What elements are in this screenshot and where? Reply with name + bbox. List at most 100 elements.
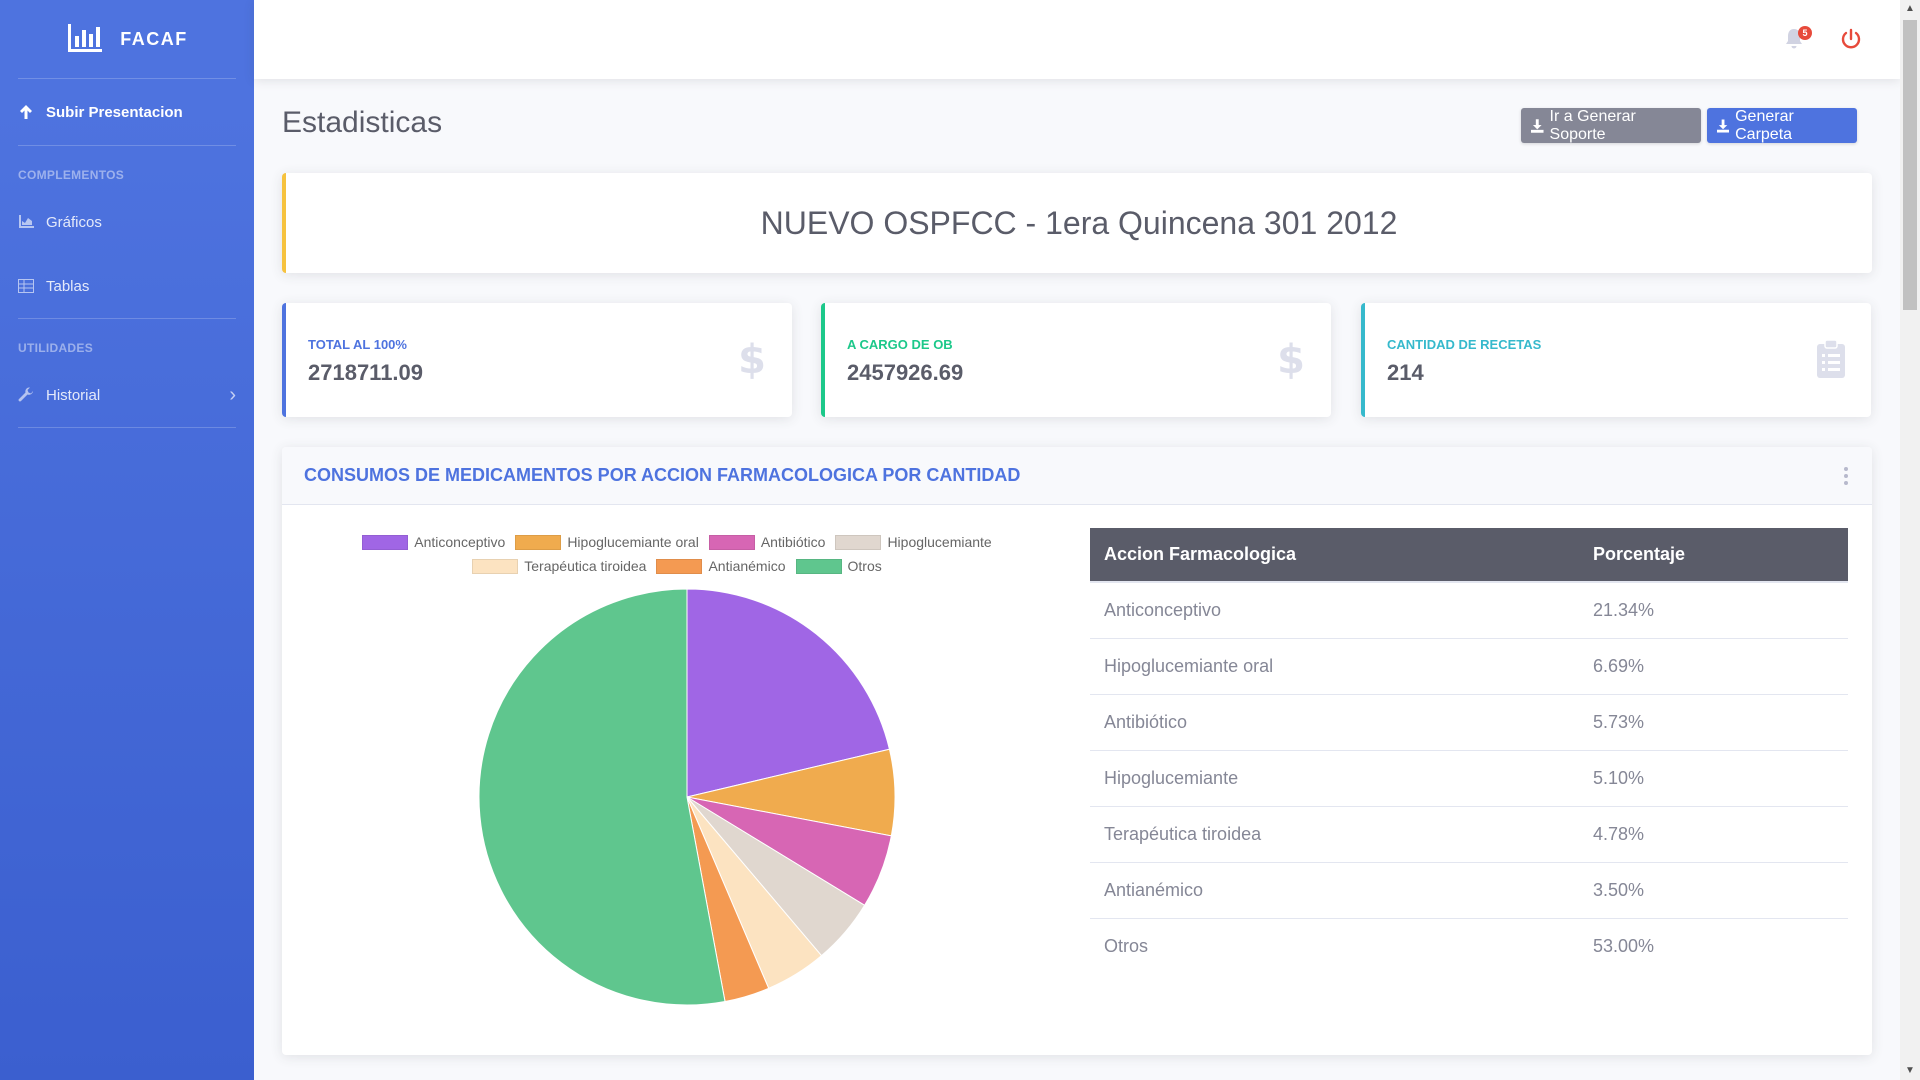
legend-label: Hipoglucemiante xyxy=(887,534,992,550)
scroll-thumb[interactable] xyxy=(1903,20,1917,310)
table-header-accion: Accion Farmacologica xyxy=(1090,528,1579,583)
legend-item[interactable]: Otros xyxy=(795,557,882,575)
legend-label: Anticonceptivo xyxy=(414,534,506,550)
table-row: Hipoglucemiante oral 6.69% xyxy=(1090,638,1848,695)
dollar-icon: $ xyxy=(738,339,766,379)
sidebar-heading-complementos: COMPLEMENTOS xyxy=(18,168,125,182)
table-cell: Terapéutica tiroidea xyxy=(1090,806,1579,863)
page-scrollbar[interactable]: ▲ ▼ xyxy=(1900,0,1920,1080)
sidebar-item-graficos[interactable]: Gráficos xyxy=(0,190,254,254)
presentation-title: NUEVO OSPFCC - 1era Quincena 301 2012 xyxy=(760,204,1398,241)
table-cell: Otros xyxy=(1104,935,1149,956)
table-row: Antianémico 3.50% xyxy=(1090,862,1848,919)
sidebar-item-label: Tablas xyxy=(46,277,90,295)
table-row: Terapéutica tiroidea 4.78% xyxy=(1090,806,1848,863)
sidebar: FACAF Subir Presentacion COMPLEMENTOS Gr… xyxy=(0,0,254,1080)
legend-swatch xyxy=(656,558,703,574)
stat-label: TOTAL AL 100% xyxy=(308,337,407,352)
table-cell: Antianémico xyxy=(1090,862,1579,919)
table-cell: 3.50% xyxy=(1579,862,1848,919)
legend-label: Otros xyxy=(847,558,882,574)
stat-label: CANTIDAD DE RECETAS xyxy=(1387,337,1542,352)
svg-text:$: $ xyxy=(1277,339,1305,379)
chart-card-header: CONSUMOS DE MEDICAMENTOS POR ACCION FARM… xyxy=(282,447,1872,505)
pie-slice[interactable] xyxy=(686,588,891,798)
sidebar-item-historial[interactable]: Historial › xyxy=(0,363,254,427)
legend-item[interactable]: Hipoglucemiante xyxy=(835,533,992,551)
chevron-right-icon: › xyxy=(229,383,236,406)
table-cell: Hipoglucemiante xyxy=(1090,750,1579,807)
legend-swatch xyxy=(795,558,842,574)
area-chart-icon xyxy=(18,214,34,230)
table-row: Anticonceptivo 21.34% xyxy=(1090,582,1848,639)
scroll-up-arrow[interactable]: ▲ xyxy=(1905,3,1915,14)
table-cell: 53.00% xyxy=(1593,935,1655,956)
chart-legend: Anticonceptivo Hipoglucemiante oral Antibi… xyxy=(282,533,1072,575)
sidebar-divider xyxy=(18,318,236,319)
legend-item[interactable]: Hipoglucemiante oral xyxy=(515,533,699,551)
table-icon xyxy=(18,278,34,294)
scroll-down-arrow[interactable]: ▼ xyxy=(1905,1065,1915,1076)
clipboard-list-icon xyxy=(1817,339,1845,378)
sidebar-item-tablas[interactable]: Tablas xyxy=(0,254,254,318)
table-cell: 5.73% xyxy=(1579,694,1848,751)
legend-swatch xyxy=(472,558,519,574)
brand[interactable]: FACAF xyxy=(0,0,254,78)
stat-value: 214 xyxy=(1387,360,1424,385)
sidebar-item-label: Gráficos xyxy=(46,213,102,231)
legend-label: Antianémico xyxy=(708,558,786,574)
table-row: Hipoglucemiante 5.10% xyxy=(1090,750,1848,807)
table-row: Antibiótico 5.73% xyxy=(1090,694,1848,751)
legend-swatch xyxy=(515,534,562,550)
legend-swatch xyxy=(708,534,755,550)
brand-name: FACAF xyxy=(120,28,188,49)
sidebar-divider xyxy=(18,427,236,428)
sidebar-divider xyxy=(18,145,236,146)
legend-item[interactable]: Terapéutica tiroidea xyxy=(472,557,646,575)
table-cell: 5.10% xyxy=(1579,750,1848,807)
chart-card: CONSUMOS DE MEDICAMENTOS POR ACCION FARM… xyxy=(282,447,1872,1055)
generar-carpeta-button[interactable]: Generar Carpeta xyxy=(1707,108,1857,143)
page-title: Estadisticas xyxy=(282,106,443,139)
chart-bar-icon xyxy=(68,24,103,52)
legend-item[interactable]: Anticonceptivo xyxy=(362,533,505,551)
download-icon xyxy=(1717,118,1730,133)
table-row: Otros 53.00% xyxy=(1090,918,1848,974)
download-icon xyxy=(1531,118,1544,133)
table-cell: Anticonceptivo xyxy=(1090,582,1579,639)
power-icon[interactable] xyxy=(1840,28,1862,50)
legend-item[interactable]: Antibiótico xyxy=(708,533,826,551)
sidebar-divider xyxy=(18,78,236,79)
generar-soporte-button[interactable]: Ir a Generar Soporte xyxy=(1521,108,1701,143)
legend-swatch xyxy=(835,534,882,550)
pie-chart xyxy=(478,588,896,1006)
stat-value: 2718711.09 xyxy=(308,360,424,385)
table-cell: 6.69% xyxy=(1579,638,1848,695)
stat-value: 2457926.69 xyxy=(847,360,964,385)
sidebar-item-label: Historial xyxy=(46,386,101,404)
legend-swatch xyxy=(362,534,409,550)
legend-label: Terapéutica tiroidea xyxy=(524,558,647,574)
dollar-icon: $ xyxy=(1277,339,1305,379)
stat-card-a-cargo: A CARGO DE OB 2457926.69 $ xyxy=(821,303,1331,417)
table-cell: Antibiótico xyxy=(1090,694,1579,751)
pie-slice[interactable] xyxy=(478,588,726,1006)
sidebar-heading-utilidades: UTILIDADES xyxy=(18,341,93,355)
presentation-title-card: NUEVO OSPFCC - 1era Quincena 301 2012 xyxy=(282,173,1872,273)
topbar: 5 xyxy=(254,0,1900,79)
legend-label: Antibiótico xyxy=(760,534,826,550)
table-header-row: Accion Farmacologica Porcentaje xyxy=(1090,528,1848,583)
chart-card-title: CONSUMOS DE MEDICAMENTOS POR ACCION FARM… xyxy=(304,465,1021,485)
table-cell: 4.78% xyxy=(1579,806,1848,863)
svg-text:$: $ xyxy=(738,339,766,379)
legend-item[interactable]: Antianémico xyxy=(656,557,786,575)
sidebar-item-label: Subir Presentacion xyxy=(46,103,183,121)
sidebar-item-subir-presentacion[interactable]: Subir Presentacion xyxy=(0,79,254,145)
more-options-icon[interactable] xyxy=(1844,466,1850,485)
button-label: Generar Carpeta xyxy=(1735,107,1794,143)
stat-card-recetas: CANTIDAD DE RECETAS 214 xyxy=(1361,303,1871,417)
button-label: Ir a Generar Soporte xyxy=(1549,107,1636,143)
wrench-icon xyxy=(18,387,34,403)
arrow-up-icon xyxy=(18,104,34,120)
table-header-porcentaje: Porcentaje xyxy=(1579,528,1848,583)
